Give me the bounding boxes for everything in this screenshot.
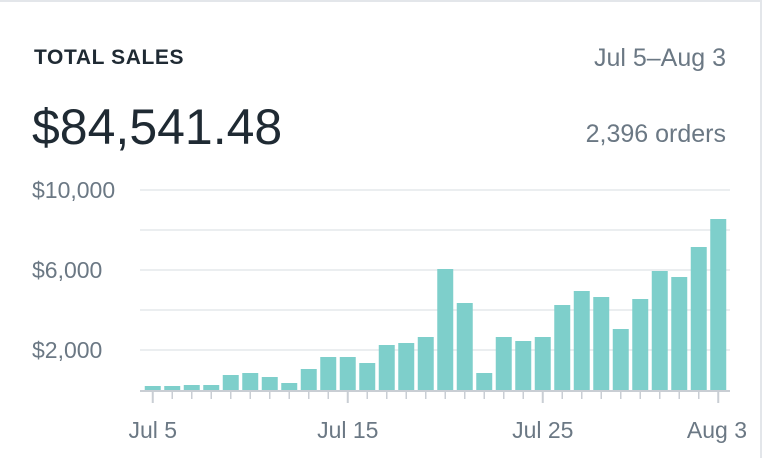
orders-count: 2,396 orders bbox=[585, 120, 726, 148]
bar-jul-31[interactable] bbox=[651, 271, 668, 390]
card-title: TOTAL SALES bbox=[34, 46, 185, 69]
x-tick-label: Jul 5 bbox=[128, 417, 177, 443]
bar-jul-5[interactable] bbox=[144, 386, 161, 390]
bar-jul-27[interactable] bbox=[573, 291, 590, 390]
bar-aug-2[interactable] bbox=[690, 247, 707, 390]
bar-jul-16[interactable] bbox=[359, 363, 376, 390]
bar-jul-20[interactable] bbox=[437, 269, 454, 390]
chart-y-tick-labels: $2,000 $6,000 $10,000 bbox=[32, 177, 115, 363]
bar-aug-3[interactable] bbox=[710, 219, 727, 390]
bar-jul-12[interactable] bbox=[281, 383, 298, 390]
bar-jul-25[interactable] bbox=[534, 337, 551, 390]
chart-bars bbox=[144, 219, 727, 390]
y-tick-label: $2,000 bbox=[32, 337, 102, 363]
chart-x-axis bbox=[140, 390, 730, 403]
bar-jul-29[interactable] bbox=[612, 329, 629, 390]
bar-jul-28[interactable] bbox=[593, 297, 610, 390]
bar-jul-10[interactable] bbox=[242, 373, 259, 390]
bar-jul-19[interactable] bbox=[417, 337, 434, 390]
bar-jul-6[interactable] bbox=[164, 386, 181, 390]
total-sales-value: $84,541.48 bbox=[32, 99, 283, 155]
bar-aug-1[interactable] bbox=[671, 277, 688, 390]
bar-jul-17[interactable] bbox=[378, 345, 395, 390]
bar-jul-7[interactable] bbox=[183, 385, 200, 390]
y-tick-label: $10,000 bbox=[32, 177, 115, 203]
chart-gridlines bbox=[140, 189, 730, 351]
bar-jul-14[interactable] bbox=[320, 357, 337, 390]
bar-jul-18[interactable] bbox=[398, 343, 415, 390]
bar-jul-15[interactable] bbox=[339, 357, 356, 390]
x-tick-label: Aug 3 bbox=[687, 417, 747, 443]
bar-jul-21[interactable] bbox=[456, 303, 473, 390]
x-tick-label: Jul 15 bbox=[317, 417, 378, 443]
bar-jul-30[interactable] bbox=[632, 299, 649, 390]
bar-jul-24[interactable] bbox=[515, 341, 532, 390]
x-tick-label: Jul 25 bbox=[512, 417, 573, 443]
bar-jul-8[interactable] bbox=[203, 385, 220, 390]
bar-jul-13[interactable] bbox=[300, 369, 317, 390]
bar-jul-23[interactable] bbox=[495, 337, 512, 390]
bar-jul-11[interactable] bbox=[261, 377, 278, 390]
bar-jul-22[interactable] bbox=[476, 373, 493, 390]
bar-jul-9[interactable] bbox=[222, 375, 239, 390]
chart-x-tick-labels: Jul 5 Jul 15 Jul 25 Aug 3 bbox=[128, 417, 747, 443]
bar-jul-26[interactable] bbox=[554, 305, 571, 390]
y-tick-label: $6,000 bbox=[32, 257, 102, 283]
date-range: Jul 5–Aug 3 bbox=[593, 44, 726, 72]
